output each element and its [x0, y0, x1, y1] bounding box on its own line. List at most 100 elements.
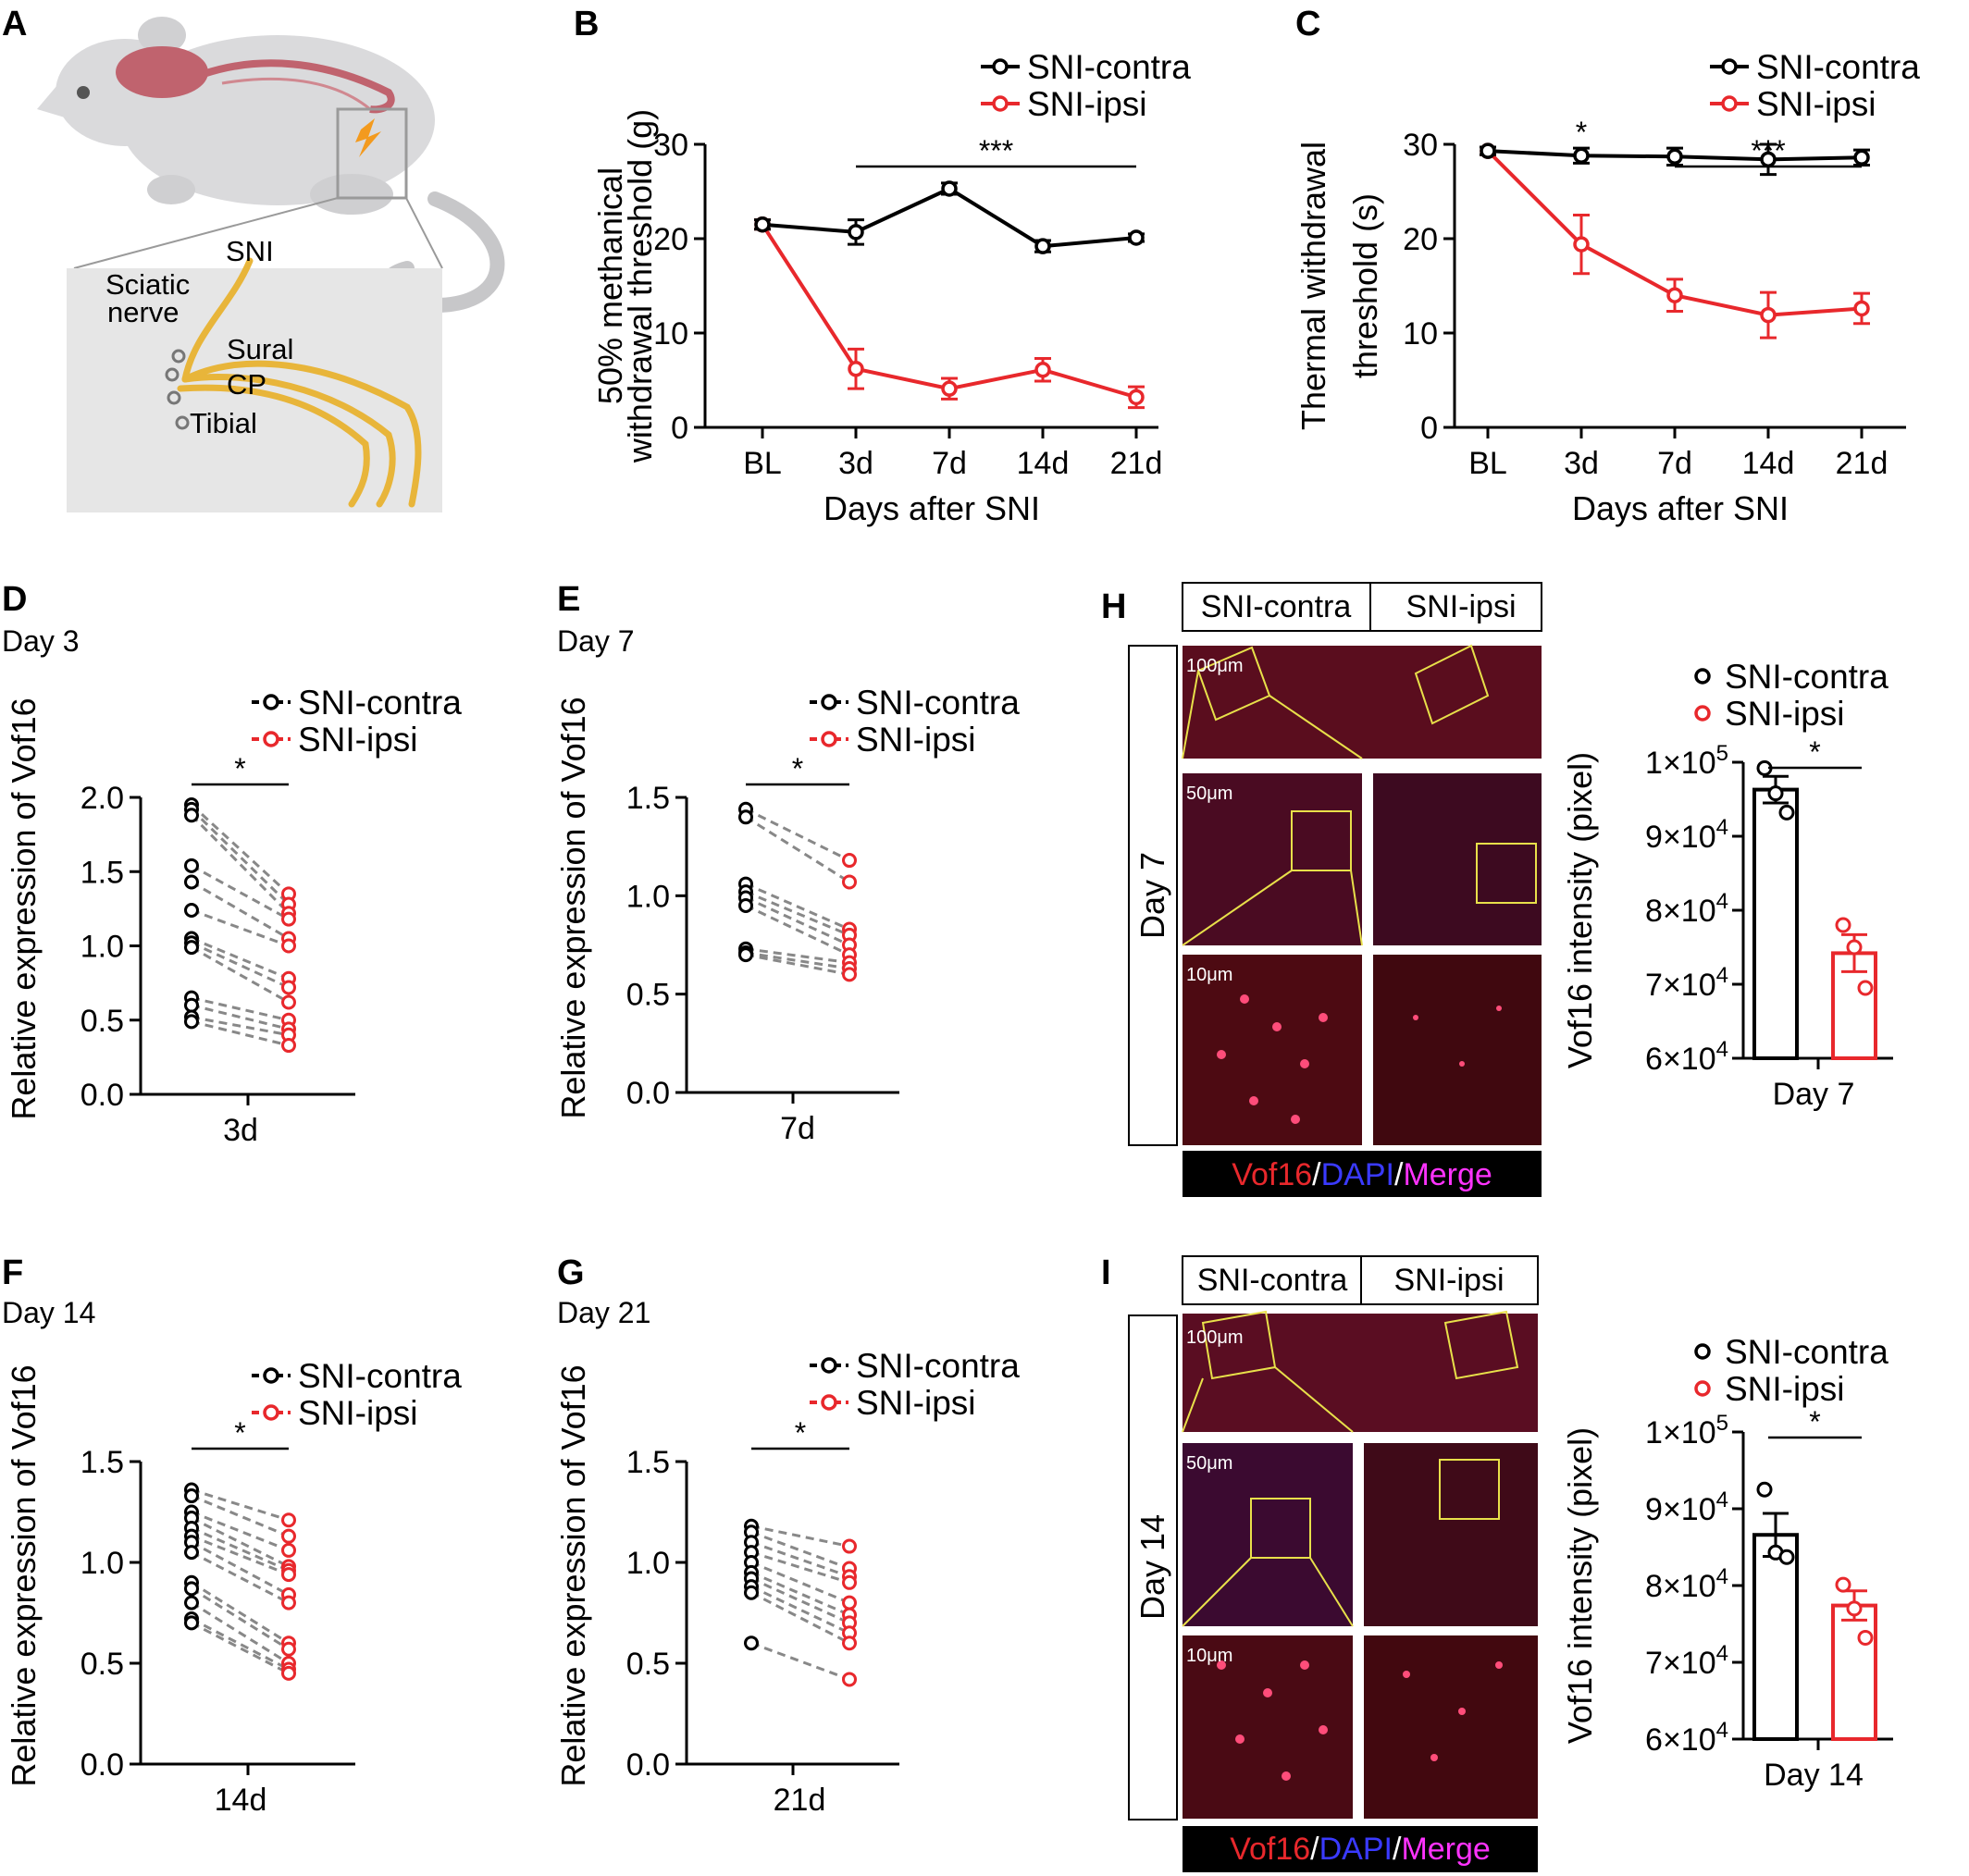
y-tick-label: 0 — [671, 411, 688, 446]
significance-label: * — [234, 752, 245, 785]
panel-letter-d: D — [2, 580, 27, 619]
y-axis-title: Relative expression of Vof16 — [554, 1364, 592, 1786]
pair-line — [191, 996, 290, 1022]
data-point — [848, 224, 864, 241]
stain-legend-bar — [1183, 1826, 1538, 1872]
chart-f: F Day 14 0.0 0.5 1.0 1.5 14d Relative expressio… — [2, 1253, 462, 1818]
legend-marker-ipsi — [263, 731, 279, 747]
scale-label-low: 100μm — [1186, 656, 1244, 676]
pair-line — [191, 1617, 290, 1671]
x-tick-label: 14d — [1017, 446, 1070, 481]
data-point-ipsi — [281, 1595, 296, 1611]
col-header-contra: SNI-contra — [1201, 589, 1352, 624]
data-point-contra — [184, 940, 199, 956]
y-tick-label: 0 — [1420, 411, 1438, 446]
legend-label-ipsi: SNI-ipsi — [1725, 695, 1845, 733]
chart-d: D Day 3 0.0 0.5 1.0 1.5 2.0 3d Relative expressi… — [2, 580, 462, 1148]
data-point — [1857, 1629, 1874, 1646]
data-point — [1128, 229, 1145, 246]
y-tick-label: 0.5 — [626, 1647, 670, 1682]
y-axis-title: 50% methanical — [591, 167, 629, 404]
data-point-contra — [184, 1595, 199, 1611]
micrograph-mid-contra — [1183, 773, 1362, 945]
x-tick-label: 21d — [1836, 446, 1889, 481]
data-point-ipsi — [281, 1641, 296, 1657]
data-point — [1573, 236, 1590, 253]
data-point — [1767, 785, 1784, 802]
legend-label-ipsi: SNI-ipsi — [856, 1384, 976, 1422]
pair-line — [750, 1585, 850, 1635]
y-tick-label: 7×104 — [1645, 963, 1728, 1003]
pair-line — [745, 890, 850, 937]
micrograph-low — [1183, 646, 1542, 759]
micrograph-high-contra — [1183, 955, 1362, 1145]
x-tick-label: BL — [743, 446, 782, 481]
x-tick-label: 7d — [780, 1111, 815, 1146]
nerve-cuts — [165, 349, 190, 430]
pair-line — [191, 1016, 290, 1037]
panel-letter-e: E — [557, 580, 580, 619]
data-point — [1853, 300, 1870, 317]
pair-line — [191, 945, 290, 1004]
data-point-contra — [738, 809, 753, 825]
scale-label-mid: 50μm — [1186, 784, 1232, 804]
pair-line — [750, 1530, 850, 1570]
y-axis-title: threshold (s) — [1346, 193, 1384, 378]
legend-label-contra: SNI-contra — [1725, 1333, 1889, 1371]
stain-legend: Vof16/DAPI/Merge — [1230, 1832, 1491, 1867]
data-point-ipsi — [842, 1538, 857, 1554]
pair-line — [191, 1535, 290, 1576]
panel-letter-f: F — [2, 1253, 23, 1292]
legend-marker-ipsi — [1694, 705, 1711, 722]
legend-marker-contra — [1721, 58, 1738, 75]
data-point — [1846, 1600, 1863, 1617]
legend-label-contra: SNI-contra — [856, 1347, 1020, 1385]
scale-label-high: 10μm — [1186, 965, 1232, 985]
pair-line — [191, 937, 290, 981]
y-tick-label: 1.0 — [80, 1546, 124, 1581]
data-point-contra — [744, 1635, 759, 1651]
data-point — [1666, 148, 1683, 166]
data-point — [1756, 1481, 1773, 1498]
legend-label-ipsi: SNI-ipsi — [1027, 85, 1147, 123]
y-tick-label: 10 — [1403, 316, 1438, 352]
label-nerve: nerve — [107, 296, 180, 328]
pair-line — [750, 1561, 850, 1604]
data-point-ipsi — [281, 1567, 296, 1583]
label-sni: SNI — [226, 235, 274, 267]
data-point — [1034, 238, 1051, 254]
legend-label-contra: SNI-contra — [1027, 48, 1191, 86]
panel-subtitle: Day 3 — [2, 624, 80, 658]
bar-contra — [1752, 787, 1799, 1060]
x-tick-label: 7d — [932, 446, 967, 481]
panel-letter-g: G — [557, 1253, 585, 1292]
y-tick-label: 7×104 — [1645, 1641, 1728, 1681]
pair-line — [750, 1524, 850, 1549]
y-tick-label: 2.0 — [80, 781, 124, 816]
x-axis-title: Days after SNI — [1572, 489, 1789, 527]
pair-line — [190, 808, 291, 906]
data-point-contra — [184, 874, 199, 890]
chart-e: E Day 7 0.0 0.5 1.0 1.5 7d Relative expression … — [554, 580, 1020, 1146]
data-point — [1666, 287, 1683, 303]
data-point-contra — [184, 858, 199, 873]
row-label-box — [1128, 645, 1178, 1146]
legend-marker-ipsi — [1721, 95, 1738, 112]
legend-label-ipsi: SNI-ipsi — [1725, 1370, 1845, 1408]
pair-line — [190, 814, 291, 915]
data-point — [754, 216, 771, 233]
y-tick-label: 0.5 — [80, 1004, 124, 1039]
legend-marker-contra — [821, 1357, 837, 1374]
pair-line — [750, 1641, 850, 1681]
pair-line — [191, 1511, 290, 1552]
significance-label: * — [1576, 116, 1587, 149]
pair-line — [745, 947, 850, 965]
x-tick-label: 3d — [1564, 446, 1599, 481]
pair-line — [190, 803, 291, 895]
x-tick-label: 14d — [215, 1783, 267, 1818]
y-tick-label: 1×105 — [1645, 741, 1728, 781]
legend-marker-contra — [263, 1367, 279, 1384]
y-tick-label: 1.5 — [80, 1445, 124, 1480]
data-point-contra — [184, 997, 199, 1013]
